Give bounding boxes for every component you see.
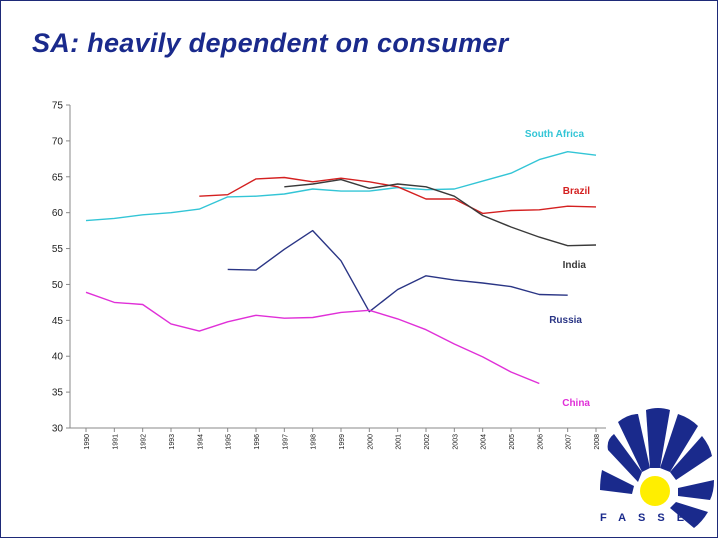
x-tick-label: 2000 [367,434,374,450]
series-label-china: China [562,398,590,409]
y-tick-label: 30 [52,424,64,435]
x-tick-label: 2004 [481,434,488,450]
y-tick-label: 60 [52,208,64,219]
slide-title: SA: heavily dependent on consumer [32,28,509,58]
x-tick-label: 2002 [424,434,431,450]
y-tick-label: 65 [52,172,64,183]
series-label-russia: Russia [549,315,582,326]
series-line-china [85,291,540,385]
series-line-russia [227,229,568,313]
fasset-logo-text: FASSET [600,512,715,524]
x-tick-label: 1994 [197,434,204,450]
x-tick-label: 2005 [509,434,516,450]
x-tick-label: 2003 [452,434,459,450]
x-tick-label: 2008 [594,434,601,450]
y-tick-label: 35 [52,388,64,399]
x-tick-label: 1995 [226,434,233,450]
x-tick-label: 2006 [537,434,544,450]
y-tick-label: 55 [52,244,64,255]
y-tick-label: 45 [52,316,64,327]
x-tick-label: 1991 [112,434,119,450]
y-tick-label: 50 [52,280,64,291]
x-tick-label: 1999 [339,434,346,450]
x-tick-label: 2007 [566,434,573,450]
x-tick-label: 2001 [396,434,403,450]
series-line-brazil [199,176,597,215]
x-tick-label: 1996 [254,434,261,450]
series-line-india [284,178,597,247]
series-label-south-africa: South Africa [525,129,585,140]
x-tick-label: 1993 [169,434,176,450]
fasset-logo-icon [600,408,714,528]
x-tick-label: 1992 [141,434,148,450]
y-tick-label: 70 [52,136,64,147]
x-tick-label: 1997 [282,434,289,450]
y-tick-label: 75 [52,101,64,112]
series-line-south-africa [85,150,597,222]
series-label-india: India [563,260,587,271]
x-tick-label: 1990 [84,434,91,450]
series-label-brazil: Brazil [563,186,590,197]
y-tick-label: 40 [52,352,64,363]
x-tick-label: 1998 [311,434,318,450]
